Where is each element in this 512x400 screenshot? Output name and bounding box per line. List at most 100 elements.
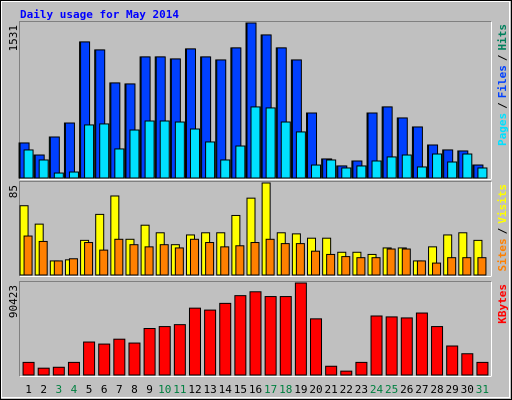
bar xyxy=(250,242,260,276)
bar xyxy=(188,307,201,376)
bar xyxy=(295,243,305,276)
bar xyxy=(432,262,442,276)
legend-entry: Files xyxy=(496,65,509,98)
bar xyxy=(432,153,443,179)
bar xyxy=(386,156,397,179)
x-tick-label: 31 xyxy=(476,383,489,396)
legend: Sites / Visits xyxy=(496,184,509,272)
bar xyxy=(326,159,337,179)
bar xyxy=(235,145,246,179)
bar xyxy=(477,257,487,276)
x-tick-label: 23 xyxy=(355,383,368,396)
bar xyxy=(204,309,217,376)
bar xyxy=(174,121,185,179)
bar xyxy=(447,161,458,179)
chart-title: Daily usage for May 2014 xyxy=(20,8,179,21)
x-tick-label: 16 xyxy=(249,383,262,396)
bar xyxy=(371,257,381,276)
bar xyxy=(64,122,75,179)
bar xyxy=(83,341,96,376)
x-tick-label: 19 xyxy=(294,383,307,396)
legend-entry: Sites xyxy=(496,238,509,271)
bar xyxy=(128,342,141,376)
x-tick-label: 26 xyxy=(400,383,413,396)
bar xyxy=(143,328,156,376)
bar xyxy=(38,240,48,276)
bar xyxy=(250,106,261,179)
bar xyxy=(356,257,366,276)
bar xyxy=(341,256,351,276)
bar xyxy=(294,282,307,376)
bar xyxy=(447,257,457,276)
bar xyxy=(189,238,199,276)
bar xyxy=(356,165,367,179)
y-tick-label: 1531 xyxy=(7,25,20,52)
bar xyxy=(114,148,125,179)
bar xyxy=(189,128,200,179)
bar xyxy=(173,324,186,376)
legend: KBytes xyxy=(496,284,509,324)
bar xyxy=(22,361,35,376)
bar xyxy=(326,253,336,276)
bar xyxy=(129,129,140,179)
bar xyxy=(341,167,352,179)
legend: Pages / Files / Hits xyxy=(496,24,509,146)
bar xyxy=(235,245,245,276)
x-tick-label: 20 xyxy=(309,383,322,396)
x-tick-label: 17 xyxy=(264,383,277,396)
bar xyxy=(68,258,78,276)
legend-entry: KBytes xyxy=(496,284,509,324)
bar xyxy=(144,120,155,179)
bar xyxy=(370,315,383,376)
legend-entry: Hits xyxy=(496,24,509,51)
x-tick-label: 2 xyxy=(40,383,47,396)
bar xyxy=(401,154,412,179)
x-tick-label: 15 xyxy=(234,383,247,396)
x-tick-label: 27 xyxy=(415,383,428,396)
y-tick-label: 85 xyxy=(7,185,20,198)
bar xyxy=(371,160,382,179)
x-tick-label: 11 xyxy=(173,383,186,396)
bar xyxy=(52,366,65,376)
x-tick-label: 3 xyxy=(56,383,63,396)
x-tick-label: 29 xyxy=(446,383,459,396)
x-tick-label: 18 xyxy=(279,383,292,396)
bar xyxy=(401,248,411,276)
legend-separator: / xyxy=(496,102,509,109)
x-tick-label: 7 xyxy=(116,383,123,396)
legend-separator: / xyxy=(496,227,509,234)
bar xyxy=(113,338,126,376)
bar xyxy=(67,361,80,376)
x-tick-label: 12 xyxy=(188,383,201,396)
bar xyxy=(355,361,368,376)
x-tick-label: 22 xyxy=(340,383,353,396)
bar xyxy=(265,238,275,276)
bar xyxy=(49,136,60,179)
bar xyxy=(38,159,49,179)
x-tick-label: 13 xyxy=(203,383,216,396)
bar xyxy=(249,291,262,376)
x-tick-label: 14 xyxy=(219,383,233,396)
legend-entry: Visits xyxy=(496,184,509,224)
bar xyxy=(220,159,231,179)
bar xyxy=(205,141,216,179)
bar xyxy=(220,246,230,276)
bar xyxy=(53,172,64,179)
bar xyxy=(84,124,95,179)
bar xyxy=(144,246,154,276)
bar xyxy=(462,153,473,179)
bar xyxy=(23,235,33,276)
x-tick-label: 30 xyxy=(461,383,474,396)
bar xyxy=(476,361,489,376)
bar xyxy=(340,370,353,376)
bar xyxy=(68,171,79,179)
bar xyxy=(446,345,459,376)
bar xyxy=(99,249,109,276)
bar xyxy=(311,250,321,276)
bar xyxy=(84,242,94,276)
bar xyxy=(400,317,413,376)
bar xyxy=(295,131,306,179)
x-tick-label: 9 xyxy=(146,383,153,396)
bar xyxy=(23,149,34,179)
